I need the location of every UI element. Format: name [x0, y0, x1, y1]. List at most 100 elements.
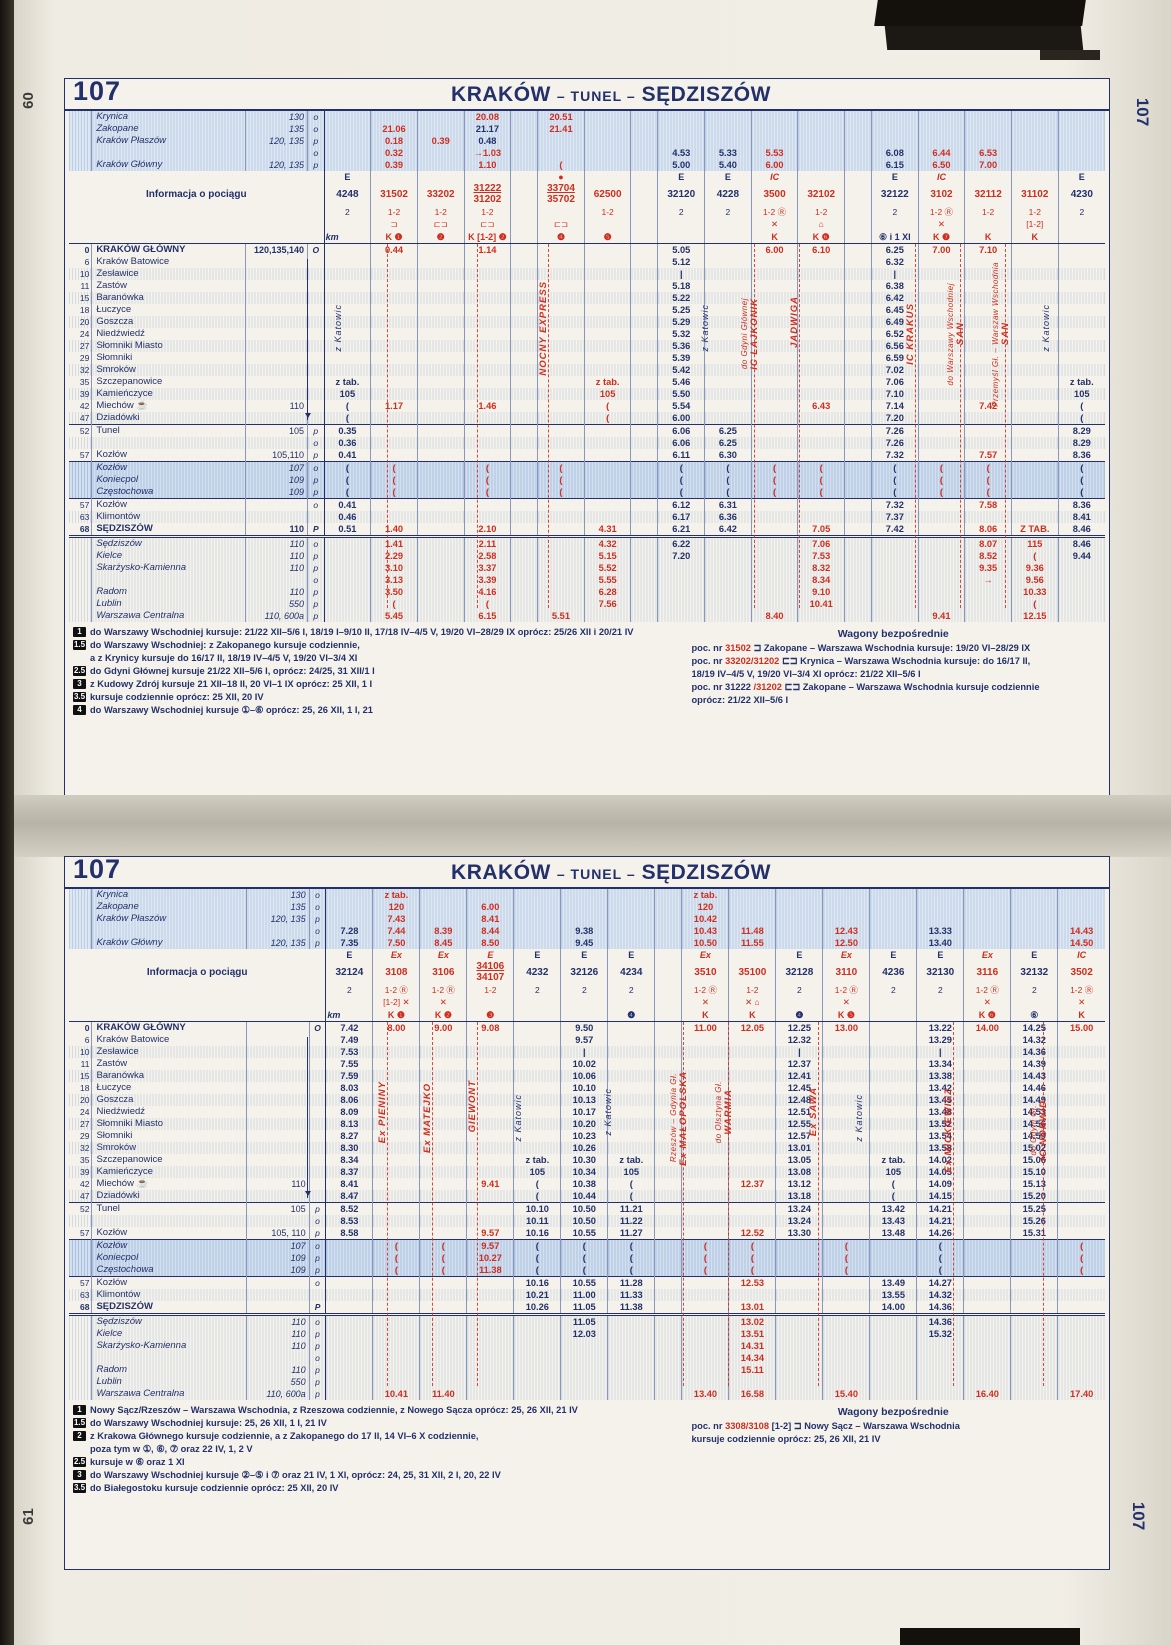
time-cell	[466, 1276, 514, 1289]
time-cell	[917, 586, 965, 598]
time-cell	[1057, 1154, 1105, 1166]
table-ref-cell: 110	[244, 550, 308, 562]
time-cell	[510, 352, 538, 364]
footnote-line: 1 do Warszawy Wschodniej kursuje: 21/22 X…	[73, 626, 675, 639]
time-cell	[416, 511, 465, 523]
time-cell	[704, 376, 752, 388]
train-number-row: Informacja o pociągu 32124 3108 3106 34106 34…	[69, 961, 1105, 984]
time-cell	[844, 352, 872, 364]
time-cell: K	[964, 230, 1012, 244]
time-cell	[775, 913, 823, 925]
station-cell: Kraków Główny	[91, 937, 247, 949]
time-cell: 6.21	[657, 523, 705, 538]
time-cell: (	[964, 461, 1012, 474]
arr-dep-cell: p	[307, 586, 325, 598]
time-cell	[583, 171, 631, 183]
time-cell: 6.49	[871, 316, 919, 328]
time-cell	[537, 586, 585, 598]
time-cell	[844, 562, 872, 574]
time-cell: 1-2	[416, 206, 465, 218]
station-time-row: 63 Klimontów 10.21 11.00 11.33 13.55 14.32	[69, 1289, 1105, 1301]
time-cell: (	[728, 1264, 776, 1277]
station-cell	[91, 147, 246, 159]
time-cell	[583, 352, 631, 364]
timetable-block-morning: 107 KRAKÓW – TUNEL – SĘDZISZÓW Krynica 130 o…	[64, 76, 1110, 796]
time-cell: 5.42	[657, 364, 705, 376]
time-cell	[869, 937, 917, 949]
time-cell	[704, 586, 752, 598]
time-cell	[630, 474, 658, 486]
km-cell	[69, 437, 92, 449]
km-cell: 29	[79, 353, 90, 363]
time-cell: (	[1057, 461, 1105, 474]
time-cell	[964, 135, 1012, 147]
time-cell: (	[822, 1252, 870, 1264]
station-cell: Kamieńczyce	[91, 1166, 247, 1178]
time-cell	[1057, 292, 1105, 304]
time-cell: 2	[871, 206, 919, 218]
time-cell	[728, 1070, 776, 1082]
time-cell	[630, 111, 658, 123]
time-cell: 0.46	[323, 511, 371, 523]
time-cell: 7.43	[372, 913, 420, 925]
time-cell: 8.46	[1057, 523, 1105, 538]
time-cell	[869, 996, 917, 1008]
time-cell: z tab.	[1057, 376, 1105, 388]
time-cell	[513, 1046, 561, 1058]
table-ref-cell	[244, 574, 308, 586]
time-cell	[797, 159, 845, 171]
table-ref-cell: 550	[244, 598, 308, 610]
time-cell	[466, 1034, 514, 1046]
time-cell	[822, 1190, 870, 1203]
time-cell: (	[704, 461, 752, 474]
arr-dep-cell	[308, 1154, 327, 1166]
time-cell	[1010, 147, 1059, 159]
table-ref-cell	[244, 304, 308, 316]
time-cell	[1010, 486, 1059, 499]
time-cell	[657, 230, 705, 244]
time-cell	[916, 889, 964, 901]
km-cell	[69, 1340, 92, 1352]
time-cell	[510, 218, 538, 230]
time-cell: z tab.	[583, 376, 631, 388]
arr-dep-cell: p	[308, 1364, 327, 1376]
time-cell: 8.29	[1057, 424, 1105, 437]
time-cell	[797, 111, 845, 123]
time-cell	[964, 352, 1012, 364]
time-cell: K	[728, 1008, 776, 1022]
arr-dep-cell	[308, 1178, 327, 1190]
station-cell: Lublin	[91, 1376, 247, 1388]
time-cell: 10.16	[513, 1276, 561, 1289]
time-cell	[1010, 388, 1059, 400]
km-cell: 42	[80, 1179, 90, 1189]
time-cell	[1010, 498, 1059, 511]
time-cell: K	[1010, 230, 1059, 244]
time-cell: 10.41	[797, 598, 845, 610]
time-cell	[607, 1058, 655, 1070]
km-cell: 6	[84, 257, 90, 267]
feeder-row: Kraków Płaszów 120, 135 p 7.43 8.41 10.42	[69, 913, 1105, 925]
time-cell	[963, 901, 1011, 913]
time-cell: km	[325, 1008, 373, 1022]
time-cell: 12.48	[775, 1094, 823, 1106]
station-cell: Zesławice	[91, 1046, 247, 1058]
time-cell: 14.34	[728, 1352, 776, 1364]
time-cell	[654, 1130, 682, 1142]
time-cell	[1057, 1202, 1105, 1215]
time-cell	[583, 159, 631, 171]
arr-dep-cell: p	[308, 1328, 327, 1340]
time-cell	[844, 498, 872, 511]
time-cell	[964, 340, 1012, 352]
time-cell	[681, 1301, 729, 1316]
feeder-row: Kraków Główny 120, 135 p 7.35 7.50 8.45 8.50 9.…	[69, 937, 1105, 949]
time-cell	[750, 424, 798, 437]
km-cell: 24	[79, 329, 90, 339]
table-ref-cell	[244, 364, 308, 376]
station-cell: SĘDZISZÓW	[91, 1301, 247, 1316]
time-cell	[654, 1364, 682, 1376]
time-cell: (	[917, 461, 965, 474]
km-cell: 52	[69, 1202, 92, 1215]
time-cell	[681, 1227, 729, 1240]
km-cell	[69, 1352, 92, 1364]
station-cell: Klimontów	[91, 1289, 247, 1301]
